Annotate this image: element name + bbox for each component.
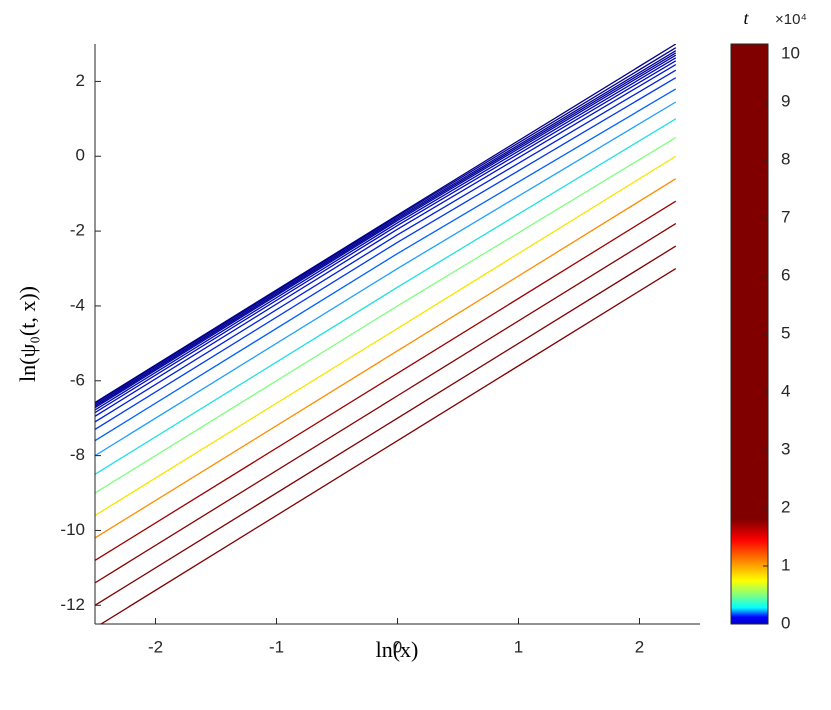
colorbar-tick-label: 0	[781, 613, 790, 632]
data-line	[95, 223, 677, 584]
data-line	[95, 44, 677, 404]
data-line	[95, 155, 677, 517]
colorbar-tick-label: 6	[781, 265, 790, 284]
colorbar-tick-label: 1	[781, 555, 790, 574]
x-tick-label: 2	[635, 637, 644, 656]
colorbar-tick-label: 3	[781, 439, 790, 458]
data-line	[95, 178, 677, 539]
data-line	[95, 88, 677, 442]
colorbar-tick-label: 2	[781, 497, 790, 516]
colorbar-tick-label: 7	[781, 207, 790, 226]
data-line	[95, 47, 677, 404]
y-tick-label: -2	[70, 221, 85, 240]
data-line	[95, 101, 677, 457]
y-tick-label: 2	[76, 71, 85, 90]
data-line	[95, 200, 677, 561]
y-tick-label: -12	[60, 595, 85, 614]
colorbar-tick-label: 9	[781, 91, 790, 110]
x-tick-label: 1	[514, 637, 523, 656]
data-line	[95, 57, 677, 411]
y-tick-label: -6	[70, 370, 85, 389]
x-tick-label: -1	[269, 637, 284, 656]
data-line	[99, 267, 677, 624]
data-line	[95, 77, 677, 430]
colorbar-tick-label: 4	[781, 381, 790, 400]
data-line	[95, 118, 677, 475]
colorbar	[730, 43, 769, 625]
x-tick-label: -2	[148, 637, 163, 656]
data-line	[95, 52, 677, 407]
data-line	[95, 69, 677, 423]
data-line	[95, 50, 677, 406]
colorbar-tick-label: 8	[781, 149, 790, 168]
y-tick-label: -8	[70, 445, 85, 464]
colorbar-scale-label: ×10⁴	[775, 11, 807, 28]
data-line	[95, 54, 677, 409]
colorbar-label: t	[743, 8, 749, 28]
data-line	[95, 136, 677, 494]
data-line	[95, 245, 677, 606]
x-tick-label: 0	[393, 637, 402, 656]
y-axis-label: ln(ψ₀(t, x))	[15, 286, 40, 382]
y-tick-label: -4	[70, 295, 85, 314]
x-axis-label: ln(x)	[376, 637, 419, 662]
data-line	[95, 60, 677, 414]
colorbar-tick-label: 10	[781, 43, 800, 62]
data-line	[95, 64, 677, 417]
y-tick-label: -10	[60, 520, 85, 539]
y-tick-label: 0	[76, 146, 85, 165]
plot-lines	[95, 44, 677, 624]
colorbar-tick-label: 5	[781, 323, 790, 342]
